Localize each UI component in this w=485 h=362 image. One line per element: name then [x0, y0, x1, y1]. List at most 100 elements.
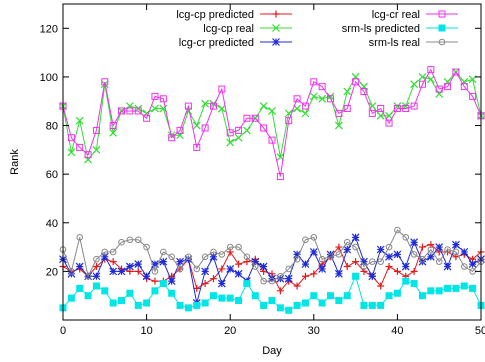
- legend-entry-srm-ls-predicted: srm-ls predicted: [342, 23, 458, 35]
- data-point-srm-ls-real: [377, 258, 384, 265]
- data-point-lcg-cp-predicted: [352, 258, 360, 266]
- legend-entry-lcg-cr-real: lcg-cr real: [372, 9, 458, 21]
- data-point-srm-ls-predicted: [201, 299, 209, 307]
- data-point-lcg-cr-real: [402, 105, 410, 113]
- data-point-lcg-cr-predicted: [334, 269, 343, 278]
- data-point-srm-ls-predicted: [285, 306, 293, 314]
- series-srm-ls-real: [59, 226, 485, 285]
- data-point-srm-ls-predicted: [352, 272, 360, 280]
- data-point-lcg-cr-predicted: [234, 269, 243, 278]
- data-point-lcg-cr-real: [243, 114, 251, 122]
- data-point-srm-ls-predicted: [235, 297, 243, 305]
- data-point-lcg-cp-predicted: [393, 267, 401, 275]
- data-point-srm-ls-predicted: [402, 277, 410, 285]
- data-point-srm-ls-predicted: [126, 289, 134, 297]
- data-point-lcg-cr-predicted: [100, 252, 109, 261]
- legend-swatch-marker: [272, 10, 280, 18]
- data-point-lcg-cr-real: [201, 124, 209, 132]
- data-point-srm-ls-real: [176, 265, 184, 273]
- data-point-lcg-cr-predicted: [368, 272, 377, 281]
- data-point-lcg-cr-predicted: [201, 267, 210, 276]
- series-srm-ls-predicted: [59, 272, 485, 314]
- data-point-lcg-cr-predicted: [117, 267, 126, 276]
- data-point-lcg-cr-real: [293, 95, 301, 103]
- data-point-lcg-cr-predicted: [167, 277, 176, 286]
- data-point-lcg-cr-predicted: [443, 262, 452, 271]
- data-point-srm-ls-predicted: [393, 289, 401, 297]
- data-point-srm-ls-predicted: [218, 294, 226, 302]
- data-point-lcg-cp-real: [201, 99, 210, 108]
- data-point-lcg-cp-predicted: [418, 243, 426, 251]
- data-point-srm-ls-predicted: [151, 287, 159, 295]
- data-point-lcg-cp-real: [242, 126, 251, 135]
- data-point-srm-ls-real: [327, 253, 334, 261]
- data-point-lcg-cr-predicted: [125, 262, 134, 271]
- data-point-srm-ls-real: [460, 263, 468, 270]
- data-point-lcg-cr-predicted: [410, 238, 419, 247]
- data-point-srm-ls-real: [143, 243, 150, 251]
- data-point-srm-ls-predicted: [109, 299, 117, 307]
- data-point-lcg-cr-predicted: [309, 248, 318, 256]
- data-point-lcg-cp-predicted: [201, 280, 209, 288]
- data-point-srm-ls-real: [101, 248, 109, 256]
- data-point-lcg-cp-real: [326, 92, 335, 101]
- data-point-lcg-cr-real: [343, 105, 351, 113]
- x-tick-label: 30: [308, 325, 320, 337]
- data-point-lcg-cp-real: [109, 128, 118, 137]
- data-point-srm-ls-real: [394, 226, 401, 234]
- data-point-lcg-cr-predicted: [217, 279, 226, 288]
- data-point-lcg-cr-real: [469, 92, 477, 100]
- data-point-lcg-cr-real: [318, 83, 326, 91]
- data-point-lcg-cr-predicted: [376, 245, 385, 254]
- data-point-lcg-cp-real: [217, 104, 226, 113]
- data-point-lcg-cr-real: [251, 114, 259, 122]
- data-point-srm-ls-real: [452, 248, 460, 256]
- data-point-lcg-cp-predicted: [385, 263, 393, 271]
- data-point-lcg-cp-predicted: [310, 270, 318, 278]
- data-point-lcg-cr-real: [301, 102, 309, 110]
- data-point-lcg-cr-predicted: [301, 260, 310, 269]
- legend-swatch-marker: [438, 24, 446, 32]
- data-point-lcg-cp-real: [410, 80, 419, 89]
- data-point-lcg-cr-real: [260, 124, 268, 132]
- data-point-lcg-cr-real: [460, 83, 468, 91]
- data-point-lcg-cp-predicted: [218, 265, 226, 273]
- data-point-lcg-cr-real: [385, 119, 393, 127]
- data-point-lcg-cr-real: [92, 126, 100, 134]
- data-point-lcg-cr-predicted: [159, 257, 168, 266]
- data-point-srm-ls-predicted: [134, 301, 142, 309]
- legend-swatch-marker: [272, 24, 280, 32]
- data-point-srm-ls-predicted: [418, 292, 426, 300]
- data-point-lcg-cr-real: [377, 105, 385, 113]
- legend-entry-lcg-cr-predicted: lcg-cr predicted: [179, 37, 292, 49]
- data-point-lcg-cp-predicted: [134, 267, 142, 275]
- data-point-lcg-cr-predicted: [468, 260, 477, 269]
- y-axis-label: Rank: [9, 149, 21, 175]
- data-point-srm-ls-real: [251, 263, 259, 270]
- data-point-lcg-cr-real: [126, 107, 134, 115]
- data-point-lcg-cr-predicted: [293, 250, 302, 259]
- data-point-srm-ls-predicted: [159, 280, 167, 288]
- data-point-srm-ls-real: [310, 234, 318, 241]
- data-point-srm-ls-real: [335, 251, 343, 258]
- data-point-lcg-cp-predicted: [109, 258, 117, 266]
- data-point-srm-ls-predicted: [427, 287, 435, 295]
- data-point-lcg-cp-predicted: [335, 243, 343, 251]
- data-point-lcg-cr-predicted: [284, 274, 293, 283]
- legend-entry-lcg-cp-predicted: lcg-cp predicted: [176, 9, 292, 21]
- data-point-srm-ls-predicted: [84, 292, 92, 300]
- data-point-srm-ls-predicted: [176, 301, 184, 309]
- data-point-lcg-cr-predicted: [92, 272, 101, 281]
- data-point-lcg-cr-real: [352, 78, 360, 86]
- data-point-lcg-cp-predicted: [377, 282, 385, 290]
- data-point-srm-ls-predicted: [377, 301, 385, 309]
- data-point-srm-ls-real: [410, 251, 418, 258]
- x-tick-label: 10: [140, 325, 152, 337]
- data-point-lcg-cr-real: [335, 109, 343, 117]
- data-point-srm-ls-real: [268, 277, 276, 285]
- data-point-lcg-cp-real: [343, 87, 352, 96]
- data-point-lcg-cr-real: [118, 107, 126, 115]
- legend-swatch-marker: [272, 38, 280, 46]
- data-point-srm-ls-real: [109, 248, 117, 256]
- data-point-srm-ls-real: [369, 258, 376, 265]
